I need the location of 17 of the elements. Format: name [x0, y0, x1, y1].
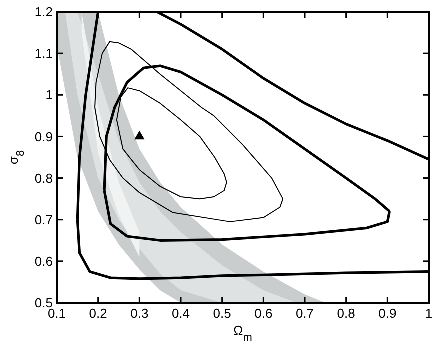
y-tick-label: 0.9: [34, 129, 53, 144]
x-tick-label: 0.5: [213, 306, 232, 321]
x-axis-title: Ω$_{m}$: [234, 323, 252, 344]
y-tick-label: 1.1: [34, 46, 53, 62]
x-tick-label: 1: [425, 306, 433, 321]
y-tick-label: 1: [46, 88, 53, 103]
x-tick-label: 0.9: [378, 306, 397, 321]
x-tick-label: 0.6: [254, 306, 273, 321]
x-tick-label: 0.4: [172, 306, 190, 321]
x-tick-label: 0.3: [130, 306, 149, 321]
x-tick-label: 0.2: [89, 306, 108, 321]
y-tick-label: 1.2: [34, 4, 53, 20]
x-tick-label: 0.7: [296, 306, 314, 321]
y-tick-label: 0.6: [34, 254, 53, 269]
y-tick-label: 0.7: [34, 212, 53, 228]
x-tick-label: 0.8: [337, 306, 356, 321]
y-tick-label: 0.8: [34, 170, 53, 186]
